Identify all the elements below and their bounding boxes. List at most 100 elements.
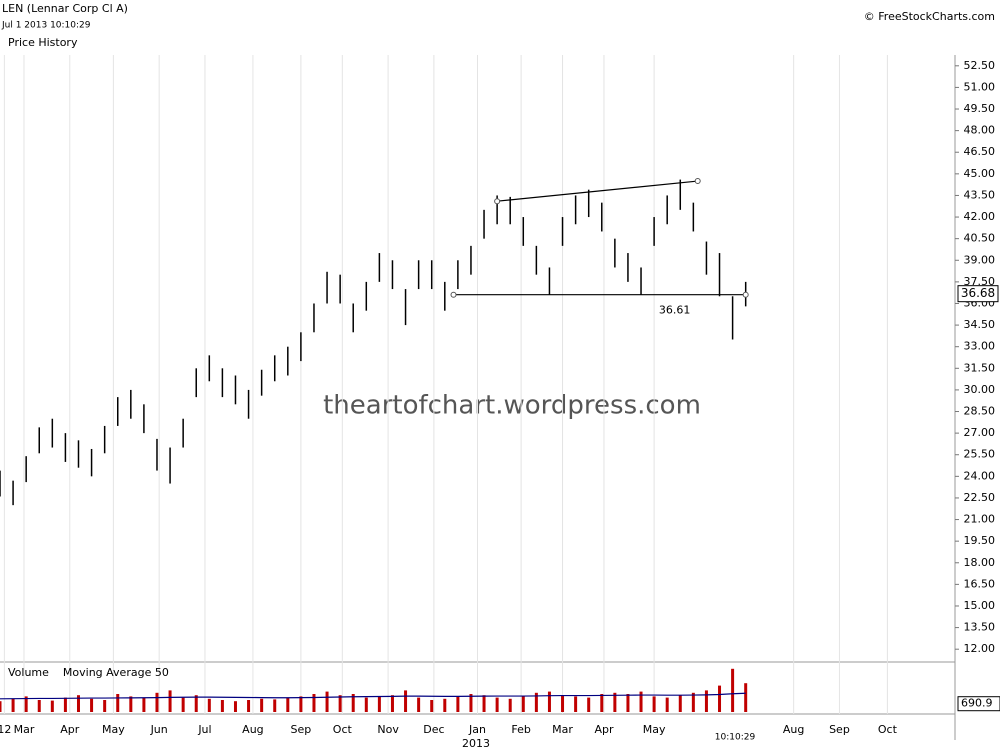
volume-bar bbox=[613, 692, 617, 712]
volume-bar bbox=[456, 696, 460, 712]
volume-tick-box bbox=[957, 696, 1000, 712]
volume-bar bbox=[11, 698, 15, 712]
x-tick-label: Sep bbox=[291, 723, 312, 736]
y-tick-label: 19.50 bbox=[964, 534, 996, 547]
x-tick-label: 12 bbox=[0, 723, 11, 736]
volume-bar bbox=[181, 697, 185, 712]
volume-bar bbox=[233, 701, 237, 712]
volume-bar bbox=[325, 691, 329, 712]
y-tick-label: 27.00 bbox=[964, 426, 996, 439]
volume-bar bbox=[691, 692, 695, 712]
volume-bar bbox=[286, 697, 290, 712]
volume-bar bbox=[561, 695, 565, 712]
volume-bar bbox=[351, 694, 355, 712]
volume-bar bbox=[24, 696, 28, 712]
y-tick-label: 45.00 bbox=[964, 167, 996, 180]
y-tick-label: 42.00 bbox=[964, 210, 996, 223]
y-tick-label: 33.00 bbox=[964, 340, 996, 353]
volume-bar bbox=[76, 695, 80, 712]
x-tick-label: Mar bbox=[14, 723, 35, 736]
x-tick-label: Aug bbox=[783, 723, 804, 736]
volume-bar bbox=[90, 698, 94, 712]
timestamp: Jul 1 2013 10:10:29 bbox=[1, 21, 91, 31]
x-tick-label: Oct bbox=[878, 723, 898, 736]
pane-title: Price History bbox=[8, 36, 78, 49]
trendline-handle bbox=[450, 291, 457, 298]
x-tick-label: Jul bbox=[197, 723, 211, 736]
y-tick-label: 46.50 bbox=[964, 145, 996, 158]
last-price-label: 36.68 bbox=[961, 286, 995, 300]
x-tick-label: Sep bbox=[829, 723, 850, 736]
volume-bar bbox=[129, 696, 133, 712]
volume-bar bbox=[103, 700, 107, 712]
x-tick-label: Mar bbox=[552, 723, 573, 736]
trendline-handle bbox=[694, 178, 701, 185]
volume-bar bbox=[430, 700, 434, 712]
volume-bar bbox=[299, 696, 303, 712]
x-tick-label: Nov bbox=[377, 723, 399, 736]
volume-bar bbox=[37, 700, 41, 712]
y-tick-label: 40.50 bbox=[964, 232, 996, 245]
y-tick-label: 34.50 bbox=[964, 318, 996, 331]
time-label: 10:10:29 bbox=[715, 733, 756, 743]
volume-bar bbox=[508, 698, 512, 712]
y-tick-label: 37.50 bbox=[964, 275, 996, 288]
volume-bar bbox=[50, 700, 54, 712]
y-tick-label: 48.00 bbox=[964, 124, 996, 137]
volume-bar bbox=[116, 694, 120, 712]
volume-bar bbox=[260, 698, 264, 712]
volume-bar bbox=[168, 690, 172, 712]
trendline-handle bbox=[742, 291, 749, 298]
volume-bar bbox=[312, 694, 316, 712]
legend-entry: Moving Average 50 bbox=[63, 666, 169, 679]
volume-bar bbox=[521, 696, 525, 712]
volume-tick-label: 690.9 bbox=[961, 697, 993, 710]
volume-bar bbox=[495, 697, 499, 712]
trendline-handle bbox=[494, 198, 501, 205]
y-tick-label: 21.00 bbox=[964, 513, 996, 526]
volume-bar bbox=[273, 699, 277, 712]
y-tick-label: 28.50 bbox=[964, 405, 996, 418]
x-tick-label: Apr bbox=[594, 723, 614, 736]
volume-bar bbox=[443, 698, 447, 712]
x-tick-label: May bbox=[102, 723, 125, 736]
volume-bar bbox=[247, 700, 251, 712]
y-tick-label: 30.00 bbox=[964, 383, 996, 396]
volume-bar bbox=[390, 695, 394, 712]
volume-bar bbox=[600, 694, 604, 712]
y-tick-label: 16.50 bbox=[964, 577, 996, 590]
volume-bar bbox=[155, 692, 159, 712]
y-tick-label: 39.00 bbox=[964, 253, 996, 266]
volume-bar bbox=[482, 695, 486, 712]
y-tick-label: 43.50 bbox=[964, 188, 996, 201]
volume-bar bbox=[0, 701, 2, 712]
trendline-label: 36.61 bbox=[659, 304, 691, 317]
volume-bar bbox=[587, 697, 591, 712]
x-tick-label: May bbox=[643, 723, 666, 736]
volume-bar bbox=[404, 690, 408, 712]
volume-bar bbox=[626, 694, 630, 712]
volume-bar bbox=[338, 695, 342, 712]
volume-bar bbox=[194, 695, 198, 712]
y-tick-label: 52.50 bbox=[964, 59, 996, 72]
trendline bbox=[497, 180, 698, 202]
volume-bar bbox=[731, 668, 735, 712]
volume-bar bbox=[744, 683, 748, 712]
volume-bar bbox=[207, 698, 211, 712]
volume-bar bbox=[665, 697, 669, 712]
chart-title: LEN (Lennar Corp Cl A) bbox=[2, 2, 128, 15]
volume-bar bbox=[704, 690, 708, 712]
x-tick-label: Oct bbox=[333, 723, 353, 736]
x-tick-label: Apr bbox=[60, 723, 80, 736]
volume-bar bbox=[220, 700, 224, 712]
source: © FreeStockCharts.com bbox=[864, 10, 995, 23]
volume-bar bbox=[534, 692, 538, 712]
volume-bar bbox=[547, 691, 551, 712]
y-tick-label: 31.50 bbox=[964, 361, 996, 374]
watermark: theartofchart.wordpress.com bbox=[323, 391, 701, 421]
y-tick-label: 49.50 bbox=[964, 102, 996, 115]
y-tick-label: 15.00 bbox=[964, 599, 996, 612]
volume-bar bbox=[142, 697, 146, 712]
